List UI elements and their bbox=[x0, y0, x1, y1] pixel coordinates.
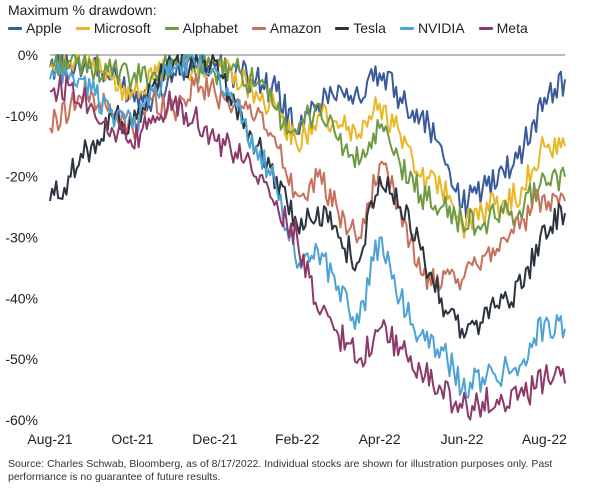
x-tick-label: Aug-22 bbox=[522, 431, 567, 447]
x-tick-label: Apr-22 bbox=[359, 431, 401, 447]
y-tick-label: -40% bbox=[5, 290, 38, 306]
x-tick-label: Jun-22 bbox=[441, 431, 484, 447]
chart-legend: Apple Microsoft Alphabet Amazon Tesla NVIDIA M… bbox=[8, 20, 528, 36]
y-tick-label: -60% bbox=[5, 412, 38, 428]
x-tick-label: Oct-21 bbox=[111, 431, 153, 447]
x-tick-label: Aug-21 bbox=[27, 431, 72, 447]
legend-item-microsoft: Microsoft bbox=[75, 20, 151, 36]
series-line-tesla bbox=[49, 54, 566, 339]
series-line-meta bbox=[49, 74, 566, 421]
legend-swatch bbox=[399, 26, 414, 30]
legend-swatch bbox=[8, 26, 22, 30]
legend-item-alphabet: Alphabet bbox=[164, 20, 238, 36]
legend-item-nvidia: NVIDIA bbox=[399, 20, 465, 36]
legend-label: Apple bbox=[26, 20, 62, 36]
legend-swatch bbox=[335, 26, 350, 30]
legend-swatch bbox=[251, 26, 266, 30]
legend-label: Microsoft bbox=[93, 20, 151, 36]
legend-label: Alphabet bbox=[182, 20, 238, 36]
y-tick-label: -10% bbox=[5, 108, 38, 124]
legend-swatch bbox=[164, 26, 179, 30]
series-line-apple bbox=[49, 54, 566, 219]
x-tick-label: Dec-21 bbox=[192, 431, 237, 447]
y-tick-label: -50% bbox=[5, 351, 38, 367]
y-tick-label: 0% bbox=[18, 47, 38, 63]
legend-label: Tesla bbox=[353, 20, 386, 36]
legend-label: NVIDIA bbox=[417, 20, 465, 36]
legend-swatch bbox=[478, 26, 493, 30]
legend-swatch bbox=[75, 26, 90, 30]
legend-item-meta: Meta bbox=[478, 20, 528, 36]
y-tick-label: -20% bbox=[5, 169, 38, 185]
legend-item-amazon: Amazon bbox=[251, 20, 322, 36]
source-note: Source: Charles Schwab, Bloomberg, as of… bbox=[8, 458, 553, 483]
chart-title: Maximum % drawdown: bbox=[8, 2, 157, 18]
legend-label: Meta bbox=[496, 20, 528, 36]
legend-item-tesla: Tesla bbox=[335, 20, 386, 36]
y-tick-label: -30% bbox=[5, 230, 38, 246]
series-line-alphabet bbox=[49, 54, 566, 236]
x-tick-label: Feb-22 bbox=[275, 431, 320, 447]
legend-label: Amazon bbox=[269, 20, 322, 36]
legend-item-apple: Apple bbox=[8, 20, 62, 36]
